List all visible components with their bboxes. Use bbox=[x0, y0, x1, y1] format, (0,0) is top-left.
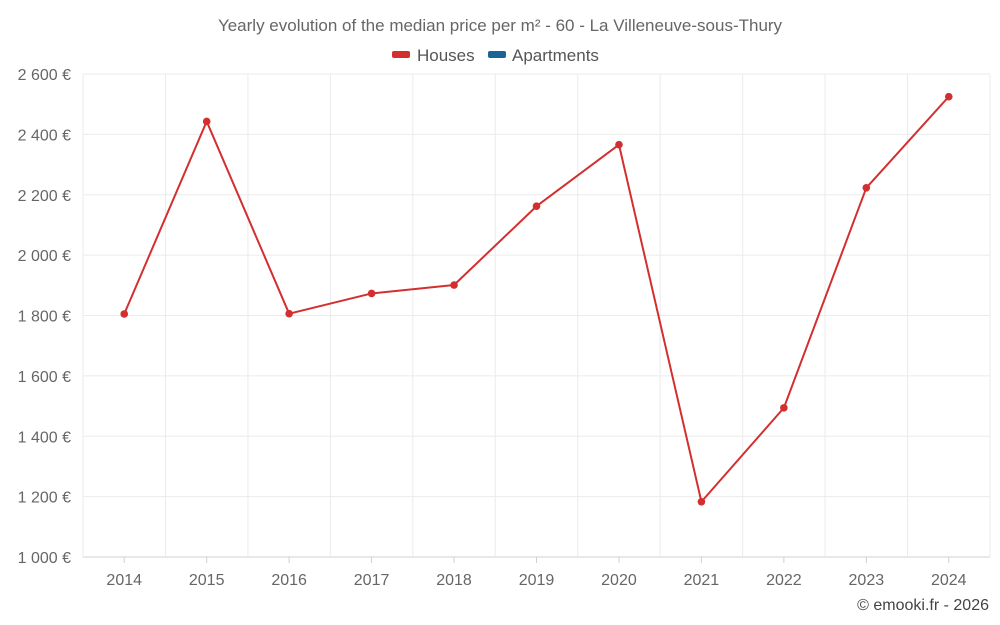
legend-swatch-houses bbox=[392, 51, 410, 58]
x-tick-label: 2023 bbox=[849, 572, 885, 589]
x-tick-label: 2022 bbox=[766, 572, 802, 589]
x-axis: 2014 2015 2016 2017 2018 2019 2020 2021 2022 2023… bbox=[106, 557, 967, 589]
data-point-houses[interactable] bbox=[862, 184, 871, 192]
x-tick-label: 2016 bbox=[271, 572, 307, 589]
data-point-houses[interactable] bbox=[120, 310, 129, 318]
y-tick-label: 2 200 € bbox=[18, 188, 71, 205]
x-tick-label: 2014 bbox=[106, 572, 142, 589]
series-layer bbox=[120, 92, 953, 506]
x-tick-label: 2019 bbox=[519, 572, 555, 589]
y-tick-label: 1 200 € bbox=[18, 490, 71, 507]
x-tick-label: 2020 bbox=[601, 572, 637, 589]
legend: Houses Apartments bbox=[392, 46, 599, 65]
data-point-houses[interactable] bbox=[532, 202, 541, 211]
y-tick-label: 1 600 € bbox=[18, 369, 71, 386]
chart-title: Yearly evolution of the median price per… bbox=[218, 16, 783, 35]
y-tick-label: 1 000 € bbox=[18, 550, 71, 567]
credit-text: © emooki.fr - 2026 bbox=[857, 597, 989, 614]
x-tick-label: 2021 bbox=[684, 572, 720, 589]
x-tick-label: 2024 bbox=[931, 572, 967, 589]
legend-item-apartments[interactable]: Apartments bbox=[488, 46, 599, 65]
grid bbox=[82, 73, 991, 558]
data-point-houses[interactable] bbox=[697, 497, 706, 506]
legend-label-houses: Houses bbox=[417, 46, 475, 65]
x-tick-label: 2015 bbox=[189, 572, 225, 589]
y-axis: 1 000 € 1 200 € 1 400 € 1 600 € 1 800 € 2 000… bbox=[18, 67, 71, 567]
data-point-houses[interactable] bbox=[202, 117, 211, 126]
x-tick-label: 2018 bbox=[436, 572, 472, 589]
data-point-houses[interactable] bbox=[367, 289, 376, 298]
x-tick-label: 2017 bbox=[354, 572, 390, 589]
y-tick-label: 2 000 € bbox=[18, 248, 71, 265]
y-tick-label: 1 400 € bbox=[18, 429, 71, 446]
y-tick-label: 1 800 € bbox=[18, 309, 71, 326]
data-point-houses[interactable] bbox=[780, 404, 788, 412]
data-point-houses[interactable] bbox=[615, 140, 623, 149]
y-tick-label: 2 600 € bbox=[18, 67, 71, 84]
legend-swatch-apartments bbox=[488, 51, 506, 58]
data-point-houses[interactable] bbox=[285, 309, 293, 318]
legend-label-apartments: Apartments bbox=[512, 46, 599, 65]
legend-item-houses[interactable]: Houses bbox=[392, 46, 475, 65]
data-point-houses[interactable] bbox=[944, 92, 953, 101]
y-tick-label: 2 400 € bbox=[18, 127, 71, 144]
data-point-houses[interactable] bbox=[450, 281, 458, 289]
